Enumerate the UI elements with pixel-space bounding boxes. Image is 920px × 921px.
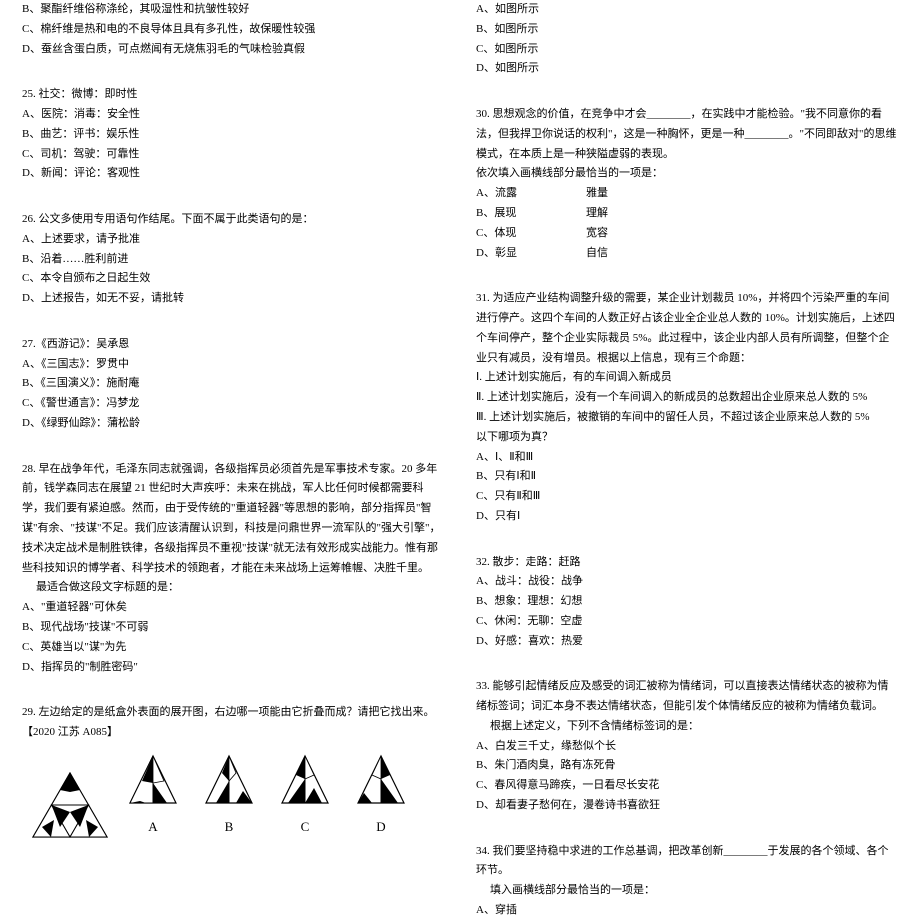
label-c: C xyxy=(301,815,310,838)
opt: B、如图所示 xyxy=(476,20,898,40)
q31-lead: 以下哪项为真？ xyxy=(476,428,898,448)
q34-lead: 填入画横线部分最恰当的一项是： xyxy=(490,881,898,901)
opt: B、沿着……胜利前进 xyxy=(22,250,444,270)
q28-stem: 28. 早在战争年代，毛泽东同志就强调，各级指挥员必须首先是军事技术专家。20 … xyxy=(22,460,444,579)
opt: D、却看妻子愁何在，漫卷诗书喜欲狂 xyxy=(476,796,898,816)
opt: A、流露 xyxy=(476,184,586,204)
item: Ⅲ. 上述计划实施后，被撤销的车间中的留任人员，不超过该企业原来总人数的 5% xyxy=(476,408,898,428)
opt: C、本令自颁布之日起生效 xyxy=(22,269,444,289)
opt: A、如图所示 xyxy=(476,0,898,20)
opt: C、体现 xyxy=(476,224,586,244)
opt: A、Ⅰ、Ⅱ和Ⅲ xyxy=(476,448,898,468)
opt: A、"重道轻器"可休矣 xyxy=(22,598,444,618)
opt: B、聚酯纤维俗称涤纶，其吸湿性和抗皱性较好 xyxy=(22,0,444,20)
q30-stem: 30. 思想观念的价值，在竞争中才会________，在实践中才能检验。"我不同… xyxy=(476,105,898,164)
opt: D、指挥员的"制胜密码" xyxy=(22,658,444,678)
opt: A、医院：消毒：安全性 xyxy=(22,105,444,125)
opt: D、彰显 xyxy=(476,244,586,264)
q26: 26. 公文多使用专用语句作结尾。下面不属于此类语句的是： A、上述要求，请予批… xyxy=(22,210,444,309)
q29: 29. 左边给定的是纸盒外表面的展开图，右边哪一项能由它折叠而成？请把它找出来。… xyxy=(22,703,444,743)
item: Ⅰ. 上述计划实施后，有的车间调入新成员 xyxy=(476,368,898,388)
label-b: B xyxy=(225,815,234,838)
figure-a: A xyxy=(122,753,184,838)
right-column: A、如图所示 B、如图所示 C、如图所示 D、如图所示 30. 思想观念的价值，… xyxy=(460,0,920,651)
opt: D、上述报告，如无不妥，请批转 xyxy=(22,289,444,309)
q33-stem: 33. 能够引起情绪反应及感受的词汇被称为情绪词，可以直接表达情绪状态的被称为情… xyxy=(476,677,898,717)
q31-stem: 31. 为适应产业结构调整升级的需要，某企业计划裁员 10%，并将四个污染严重的… xyxy=(476,289,898,368)
opt: B、现代战场"技谋"不可弱 xyxy=(22,618,444,638)
opt: C、只有Ⅱ和Ⅲ xyxy=(476,487,898,507)
figure-unfolded xyxy=(32,772,108,838)
left-column: B、聚酯纤维俗称涤纶，其吸湿性和抗皱性较好 C、棉纤维是热和电的不良导体且具有多… xyxy=(0,0,460,651)
tri-d-svg xyxy=(350,753,412,809)
opt: A、穿插 xyxy=(476,901,898,921)
q32-stem: 32. 散步：走路：赶路 xyxy=(476,553,898,573)
q28-lead: 最适合做这段文字标题的是： xyxy=(36,578,444,598)
opt: A、上述要求，请予批准 xyxy=(22,230,444,250)
opt2: 宽容 xyxy=(586,224,898,244)
opt: C、《警世通言》：冯梦龙 xyxy=(22,394,444,414)
opt: A、白发三千丈，缘愁似个长 xyxy=(476,737,898,757)
q25: 25. 社交：微博：即时性 A、医院：消毒：安全性 B、曲艺：评书：娱乐性 C、… xyxy=(22,85,444,184)
q27: 27.《西游记》：吴承恩 A、《三国志》：罗贯中 B、《三国演义》：施耐庵 C、… xyxy=(22,335,444,434)
q33-lead: 根据上述定义，下列不含情绪标签词的是： xyxy=(490,717,898,737)
label-a: A xyxy=(148,815,157,838)
q25-stem: 25. 社交：微博：即时性 xyxy=(22,85,444,105)
q26-stem: 26. 公文多使用专用语句作结尾。下面不属于此类语句的是： xyxy=(22,210,444,230)
q30: 30. 思想观念的价值，在竞争中才会________，在实践中才能检验。"我不同… xyxy=(476,105,898,263)
opt: A、战斗：战役：战争 xyxy=(476,572,898,592)
opt: D、蚕丝含蛋白质，可点燃闻有无烧焦羽毛的气味检验真假 xyxy=(22,40,444,60)
figure-b: B xyxy=(198,753,260,838)
opt: D、新闻：评论：客观性 xyxy=(22,164,444,184)
opt: D、好感：喜欢：热爱 xyxy=(476,632,898,652)
opt: C、司机：驾驶：可靠性 xyxy=(22,145,444,165)
unfolded-svg xyxy=(32,772,108,838)
opt: D、只有Ⅰ xyxy=(476,507,898,527)
tri-c-svg xyxy=(274,753,336,809)
opt2: 雅量 xyxy=(586,184,898,204)
q34: 34. 我们要坚持稳中求进的工作总基调，把改革创新________于发展的各个领… xyxy=(476,842,898,921)
opt: C、春风得意马蹄疾，一日看尽长安花 xyxy=(476,776,898,796)
opt: B、曲艺：评书：娱乐性 xyxy=(22,125,444,145)
opt2: 理解 xyxy=(586,204,898,224)
opt2: 自信 xyxy=(586,244,898,264)
figure-c: C xyxy=(274,753,336,838)
figure-row: A B xyxy=(32,753,444,838)
q29-stem: 29. 左边给定的是纸盒外表面的展开图，右边哪一项能由它折叠而成？请把它找出来。… xyxy=(22,703,444,743)
opt: C、如图所示 xyxy=(476,40,898,60)
figure-d: D xyxy=(350,753,412,838)
q30-lead: 依次填入画横线部分最恰当的一项是： xyxy=(476,164,898,184)
opt: B、展现 xyxy=(476,204,586,224)
q33: 33. 能够引起情绪反应及感受的词汇被称为情绪词，可以直接表达情绪状态的被称为情… xyxy=(476,677,898,816)
opt: D、《绿野仙踪》：蒲松龄 xyxy=(22,414,444,434)
item: Ⅱ. 上述计划实施后，没有一个车间调入的新成员的总数超出企业原来总人数的 5% xyxy=(476,388,898,408)
tri-b-svg xyxy=(198,753,260,809)
opt: C、棉纤维是热和电的不良导体且具有多孔性，故保暖性较强 xyxy=(22,20,444,40)
q32: 32. 散步：走路：赶路 A、战斗：战役：战争 B、想象：理想：幻想 C、休闲：… xyxy=(476,553,898,652)
opt: A、《三国志》：罗贯中 xyxy=(22,355,444,375)
opt: D、如图所示 xyxy=(476,59,898,79)
q28: 28. 早在战争年代，毛泽东同志就强调，各级指挥员必须首先是军事技术专家。20 … xyxy=(22,460,444,678)
pre-options-left: B、聚酯纤维俗称涤纶，其吸湿性和抗皱性较好 C、棉纤维是热和电的不良导体且具有多… xyxy=(22,0,444,59)
label-d: D xyxy=(376,815,385,838)
pre-options-right: A、如图所示 B、如图所示 C、如图所示 D、如图所示 xyxy=(476,0,898,79)
opt: B、朱门酒肉臭，路有冻死骨 xyxy=(476,756,898,776)
q34-stem: 34. 我们要坚持稳中求进的工作总基调，把改革创新________于发展的各个领… xyxy=(476,842,898,882)
opt: B、想象：理想：幻想 xyxy=(476,592,898,612)
opt: B、《三国演义》：施耐庵 xyxy=(22,374,444,394)
opt: C、休闲：无聊：空虚 xyxy=(476,612,898,632)
q27-stem: 27.《西游记》：吴承恩 xyxy=(22,335,444,355)
q31: 31. 为适应产业结构调整升级的需要，某企业计划裁员 10%，并将四个污染严重的… xyxy=(476,289,898,527)
opt: C、英雄当以"谋"为先 xyxy=(22,638,444,658)
tri-a-svg xyxy=(122,753,184,809)
opt: B、只有Ⅰ和Ⅱ xyxy=(476,467,898,487)
